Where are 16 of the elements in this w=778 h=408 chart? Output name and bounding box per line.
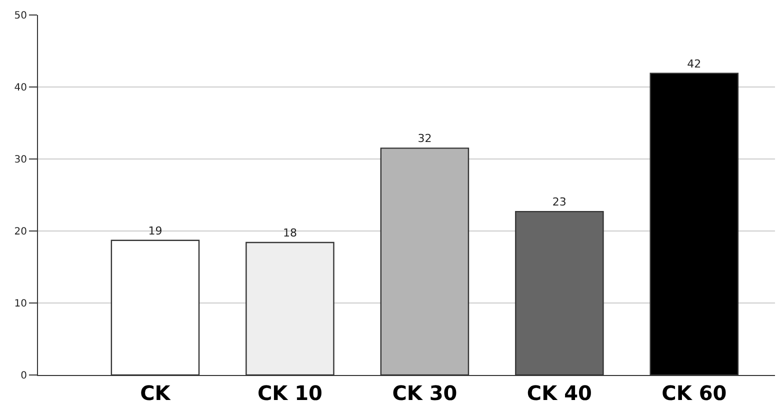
y-tick-label: 50	[14, 10, 27, 22]
data-label: 23	[552, 196, 566, 209]
x-tick-label: CK 60	[662, 381, 727, 405]
y-tick-label: 30	[14, 154, 27, 166]
data-label: 32	[418, 132, 432, 146]
y-tick-label: 10	[14, 298, 27, 310]
y-tick-label: 20	[14, 226, 27, 238]
x-tick-label: CK 10	[257, 381, 322, 405]
data-label: 42	[687, 57, 702, 70]
x-tick-label: CK	[140, 381, 172, 405]
y-tick-label: 0	[20, 370, 27, 382]
x-tick-label: CK 40	[526, 381, 592, 405]
data-label: 19	[148, 224, 162, 238]
data-label: 18	[282, 226, 297, 240]
y-tick-label: 40	[14, 82, 27, 94]
x-tick-label: CK 30	[392, 381, 458, 405]
